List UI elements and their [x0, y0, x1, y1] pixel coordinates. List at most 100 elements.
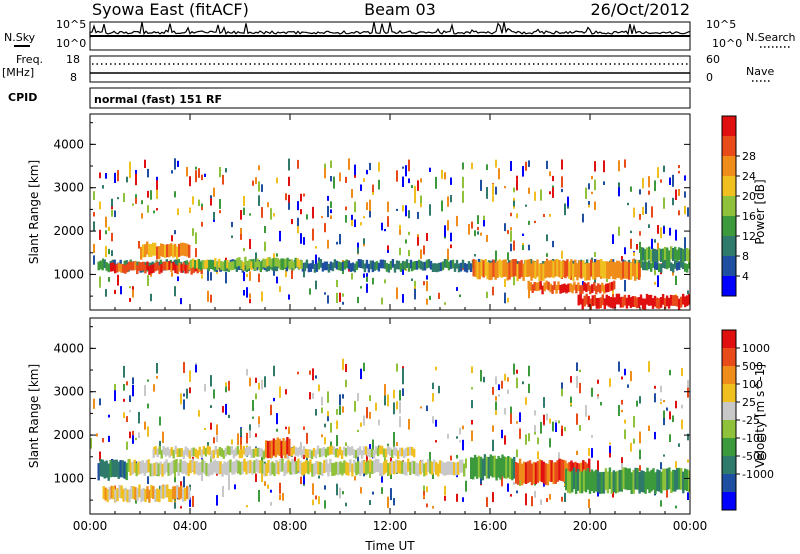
- velocity-band-cell: [267, 459, 270, 473]
- power-band-cell: [585, 283, 588, 293]
- power-speckle: [420, 249, 422, 259]
- velocity-speckle: [261, 379, 263, 390]
- power-band-cell: [194, 260, 197, 269]
- velocity-band-cell: [319, 461, 322, 475]
- power-speckle: [342, 293, 344, 297]
- power-speckle: [327, 295, 329, 304]
- power-colorbar-swatch: [722, 176, 736, 197]
- power-band-cell: [274, 257, 277, 267]
- velocity-speckle: [558, 452, 560, 459]
- velocity-band-cell: [483, 454, 487, 476]
- velocity-band-cell: [518, 458, 522, 481]
- velocity-speckle: [549, 418, 551, 424]
- power-band-cell: [663, 298, 667, 309]
- velocity-speckle: [270, 502, 272, 506]
- velocity-speckle: [663, 418, 665, 426]
- velocity-speckle: [498, 394, 500, 397]
- velocity-band-cell: [326, 446, 330, 456]
- velocity-band-cell: [411, 460, 414, 474]
- velocity-speckle: [633, 438, 635, 444]
- power-speckle: [357, 296, 359, 304]
- power-speckle: [594, 278, 596, 284]
- velocity-band-cell: [170, 447, 173, 456]
- power-band-cell: [597, 283, 600, 292]
- velocity-speckle: [114, 390, 116, 402]
- velocity-speckle: [471, 400, 473, 409]
- power-speckle: [345, 215, 347, 223]
- power-speckle: [147, 190, 149, 198]
- power-band-cell: [670, 246, 673, 260]
- velocity-speckle: [279, 386, 281, 398]
- velocity-band-cell: [131, 461, 134, 475]
- velocity-band-cell: [273, 463, 276, 477]
- velocity-speckle: [576, 413, 578, 425]
- velocity-speckle: [258, 382, 260, 390]
- velocity-speckle: [327, 411, 329, 420]
- power-speckle: [426, 281, 428, 292]
- velocity-band-cell: [294, 447, 298, 456]
- power-x-axis: [89, 114, 691, 310]
- velocity-speckle: [639, 465, 641, 472]
- power-band-cell: [457, 263, 461, 273]
- velocity-speckle: [633, 490, 635, 494]
- power-band-cell: [543, 282, 546, 292]
- power-band-cell: [409, 259, 413, 269]
- power-band-cell: [176, 265, 179, 275]
- velocity-speckle: [672, 415, 674, 423]
- velocity-speckle: [462, 497, 464, 502]
- power-band-cell: [182, 262, 185, 271]
- velocity-band-cell: [473, 454, 477, 477]
- power-band-cell: [684, 263, 687, 272]
- velocity-colorbar-swatch: [722, 366, 736, 385]
- power-band-cell: [185, 260, 188, 269]
- power-speckle: [195, 166, 197, 170]
- power-band-cell: [198, 260, 201, 269]
- velocity-band-cell: [513, 456, 516, 479]
- velocity-speckle: [228, 380, 230, 391]
- velocity-speckle: [660, 462, 662, 470]
- velocity-speckle: [648, 361, 650, 373]
- power-band-cell: [652, 248, 655, 262]
- velocity-colorbar-swatch: [722, 474, 736, 493]
- velocity-speckle: [546, 498, 548, 502]
- velocity-band-cell: [457, 461, 460, 475]
- power-speckle: [507, 252, 509, 261]
- velocity-speckle: [312, 393, 314, 399]
- velocity-band-cell: [159, 461, 162, 475]
- velocity-band-cell: [353, 459, 356, 473]
- power-band-cell: [650, 249, 653, 263]
- velocity-speckle: [228, 473, 230, 484]
- power-band-cell: [252, 258, 255, 268]
- velocity-band-cell: [401, 447, 404, 457]
- velocity-band-cell: [682, 471, 685, 494]
- velocity-speckle: [183, 399, 185, 410]
- velocity-band-cell: [315, 461, 318, 475]
- power-speckle: [618, 187, 620, 197]
- power-speckle: [279, 230, 281, 242]
- velocity-band-cell: [307, 461, 310, 475]
- power-band-cell: [676, 249, 679, 263]
- power-speckle: [408, 250, 410, 257]
- power-speckle: [420, 178, 422, 183]
- velocity-band-cell: [328, 446, 332, 455]
- power-speckle: [663, 197, 665, 209]
- power-speckle: [327, 205, 329, 218]
- velocity-speckle: [528, 433, 530, 442]
- power-ylabel: Slant Range [km]: [27, 160, 41, 264]
- power-speckle: [408, 178, 410, 184]
- velocity-band-cell: [198, 446, 201, 456]
- power-speckle: [627, 202, 629, 206]
- power-band-cell: [544, 261, 547, 279]
- velocity-xtick-label: 00:00: [73, 519, 108, 533]
- velocity-band-cell: [658, 470, 661, 492]
- velocity-band-cell: [133, 459, 136, 473]
- velocity-band-cell: [161, 463, 164, 477]
- power-speckle: [462, 190, 464, 203]
- velocity-band-cell: [401, 460, 404, 474]
- velocity-band-cell: [337, 462, 340, 476]
- power-speckle: [387, 201, 389, 212]
- velocity-band-cell: [171, 460, 174, 474]
- power-band-cell: [327, 263, 331, 273]
- power-band-cell: [240, 260, 243, 269]
- velocity-band-cell: [153, 462, 156, 476]
